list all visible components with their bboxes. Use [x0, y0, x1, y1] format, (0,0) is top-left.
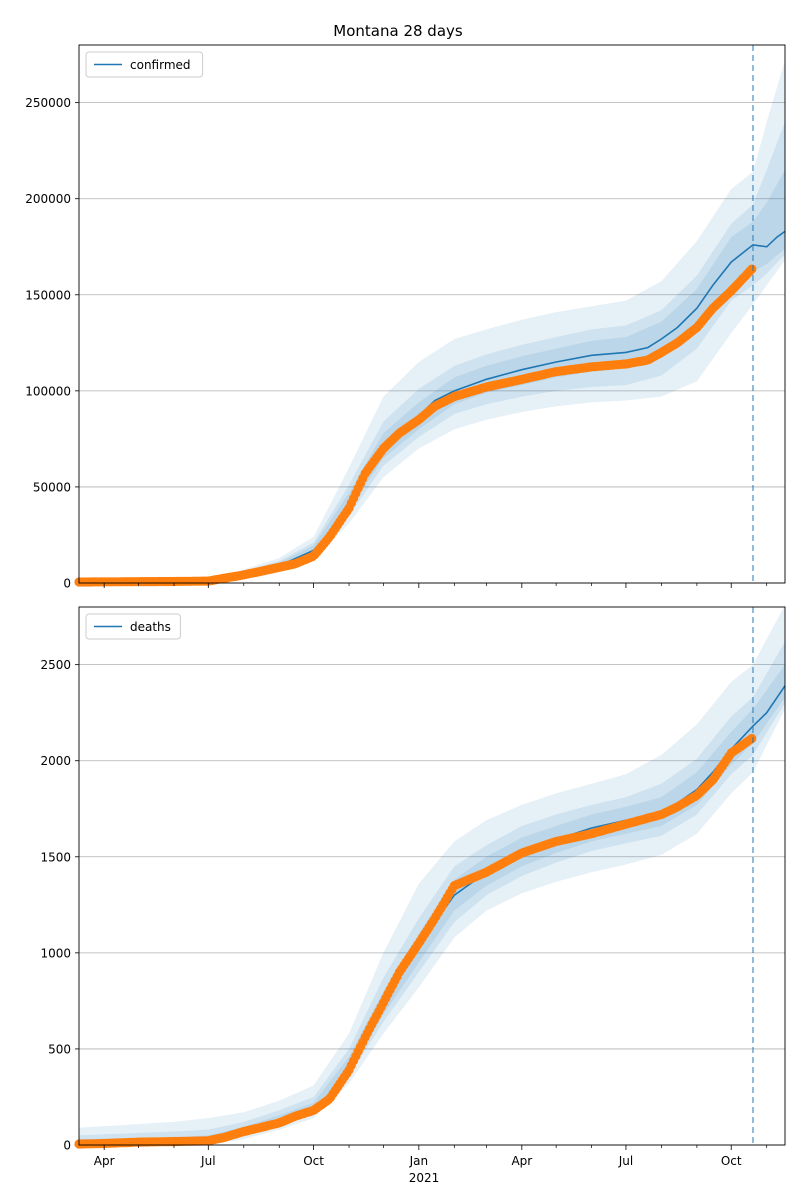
- legend: confirmed: [85, 51, 204, 78]
- plot-frame: [78, 606, 786, 1146]
- y-tick-label: 1000: [40, 946, 71, 960]
- x-tick-label: Jan: [409, 1154, 429, 1168]
- y-tick-label: 100000: [25, 384, 71, 398]
- observed-point: [747, 264, 757, 274]
- uncertainty-band-outer: [79, 60, 785, 583]
- legend-box: [85, 51, 204, 78]
- y-tick-label: 2500: [40, 658, 71, 672]
- y-tick-label: 0: [63, 1139, 71, 1153]
- y-tick-label: 1500: [40, 850, 71, 864]
- plot-frame: [78, 44, 786, 584]
- legend-label: deaths: [130, 620, 171, 634]
- uncertainty-band-middle: [79, 121, 785, 584]
- y-tick-label: 0: [63, 577, 71, 591]
- x-tick-label: Apr: [511, 1154, 532, 1168]
- observed-series: [74, 733, 757, 1149]
- panel-confirmed: 0 50000 100000 150000 200000 250000 confirmed: [25, 44, 786, 591]
- observed-series: [74, 264, 757, 587]
- panel-deaths: 0 500 1000 1500 2000 2500 Apr Jul Oct Jan Apr Jul Oc…: [40, 605, 786, 1168]
- uncertainty-band-outer: [79, 605, 785, 1145]
- y-tick-label: 50000: [33, 480, 71, 494]
- x-tick-label: Oct: [721, 1154, 742, 1168]
- y-tick-label: 500: [48, 1042, 71, 1056]
- x-tick-label: Jul: [618, 1154, 633, 1168]
- legend-label: confirmed: [130, 58, 191, 72]
- x-tick-label: Oct: [303, 1154, 324, 1168]
- x-year-label: 2021: [409, 1171, 440, 1185]
- x-tick-label: Apr: [94, 1154, 115, 1168]
- chart-title: Montana 28 days: [333, 22, 463, 40]
- x-tick-label: Jul: [200, 1154, 215, 1168]
- y-tick-label: 150000: [25, 288, 71, 302]
- y-tick-label: 200000: [25, 192, 71, 206]
- legend-box: [85, 613, 181, 640]
- y-tick-label: 250000: [25, 96, 71, 110]
- observed-point: [747, 733, 757, 744]
- legend: deaths: [85, 613, 181, 640]
- y-tick-label: 2000: [40, 754, 71, 768]
